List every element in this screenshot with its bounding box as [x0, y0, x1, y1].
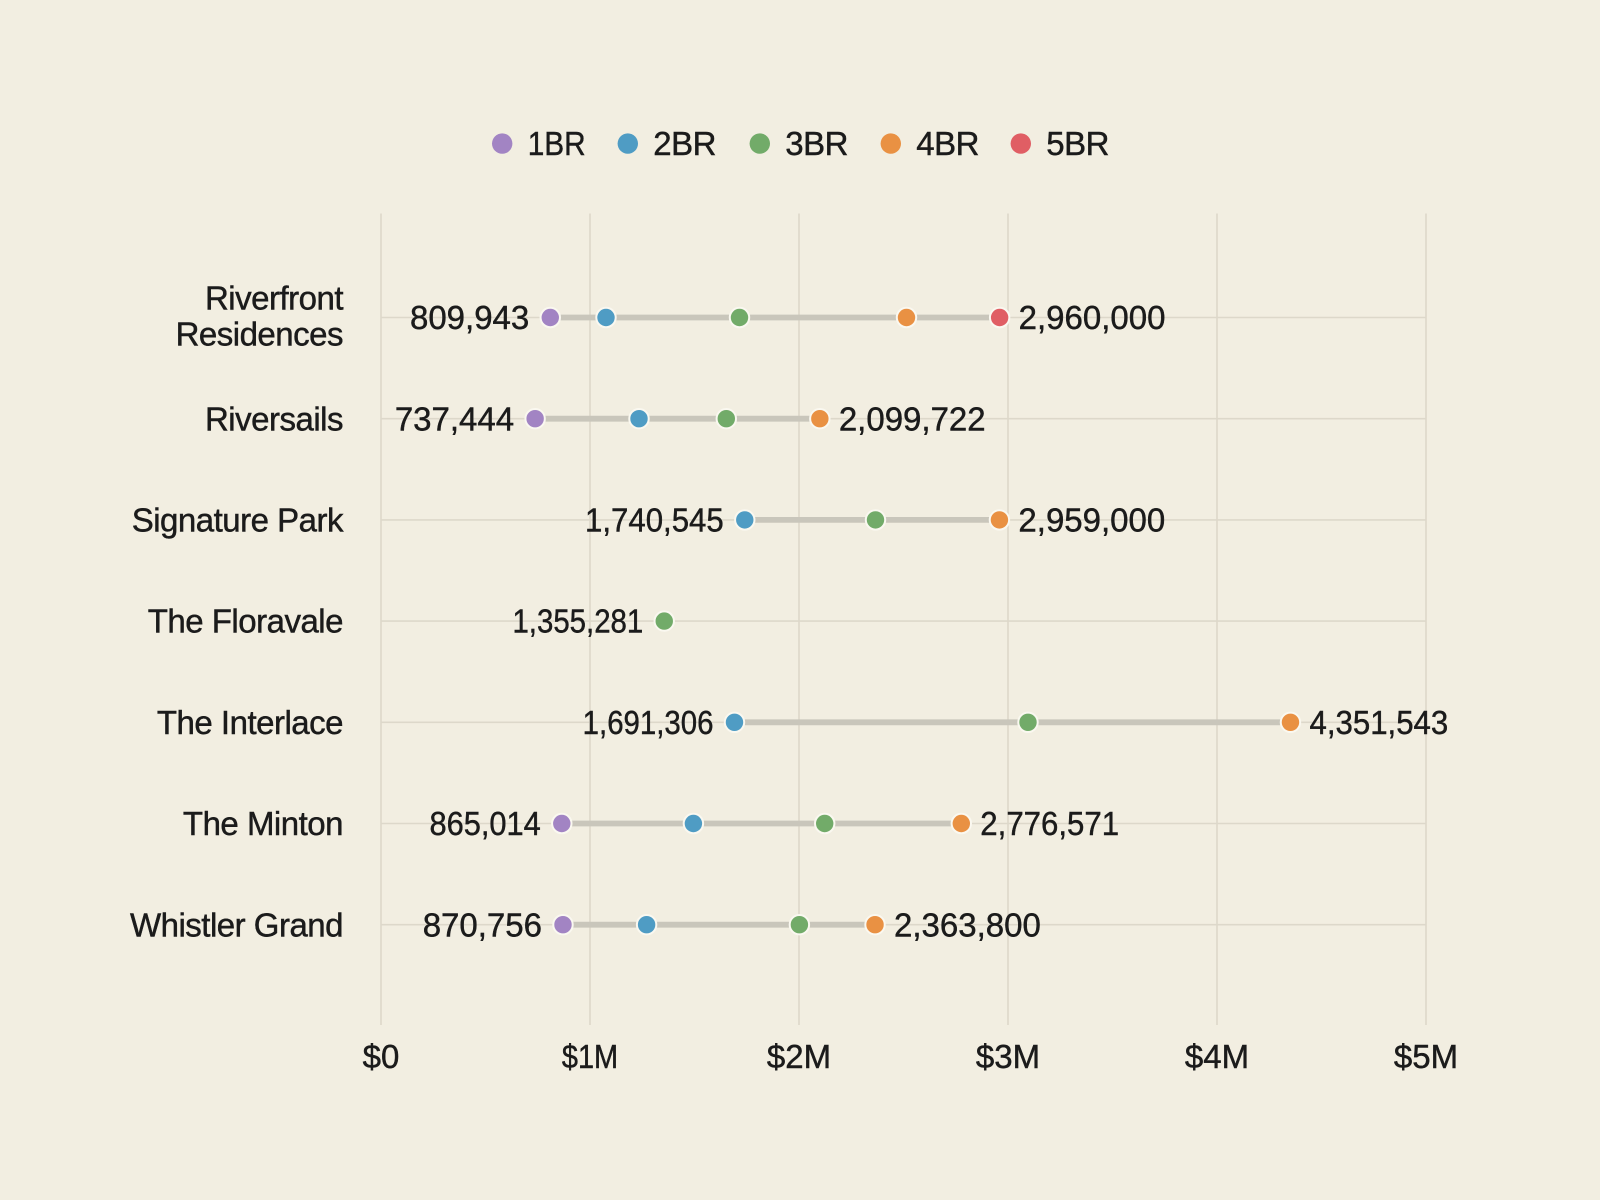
svg-text:4BR: 4BR [916, 125, 979, 162]
svg-text:Whistler Grand: Whistler Grand [130, 906, 343, 943]
svg-text:Riverfront: Riverfront [205, 280, 343, 317]
svg-text:$2M: $2M [767, 1038, 831, 1075]
svg-text:1BR: 1BR [528, 125, 586, 162]
svg-text:1,355,281: 1,355,281 [512, 603, 643, 640]
svg-text:The Floravale: The Floravale [148, 603, 343, 640]
svg-text:2BR: 2BR [653, 125, 716, 162]
svg-text:2,776,571: 2,776,571 [980, 805, 1119, 842]
svg-text:1,691,306: 1,691,306 [583, 704, 714, 741]
svg-text:5BR: 5BR [1046, 125, 1109, 162]
svg-text:2,960,000: 2,960,000 [1019, 299, 1166, 336]
svg-text:809,943: 809,943 [410, 299, 529, 336]
svg-text:$3M: $3M [976, 1038, 1040, 1075]
svg-text:$1M: $1M [562, 1038, 618, 1075]
svg-text:737,444: 737,444 [395, 400, 514, 437]
svg-text:865,014: 865,014 [429, 805, 540, 842]
svg-text:$0: $0 [363, 1038, 400, 1075]
svg-text:$4M: $4M [1185, 1038, 1249, 1075]
svg-text:870,756: 870,756 [423, 906, 542, 943]
svg-text:The Interlace: The Interlace [157, 704, 343, 741]
svg-text:2,099,722: 2,099,722 [839, 400, 986, 437]
svg-text:3BR: 3BR [785, 125, 848, 162]
svg-text:4,351,543: 4,351,543 [1309, 704, 1448, 741]
svg-text:2,363,800: 2,363,800 [894, 906, 1041, 943]
svg-text:2,959,000: 2,959,000 [1018, 502, 1165, 539]
svg-text:The Minton: The Minton [183, 805, 343, 842]
svg-text:$5M: $5M [1394, 1038, 1458, 1075]
svg-text:Residences: Residences [176, 315, 343, 352]
svg-text:Riversails: Riversails [205, 400, 343, 437]
svg-text:1,740,545: 1,740,545 [585, 502, 724, 539]
svg-text:Signature Park: Signature Park [132, 502, 344, 539]
